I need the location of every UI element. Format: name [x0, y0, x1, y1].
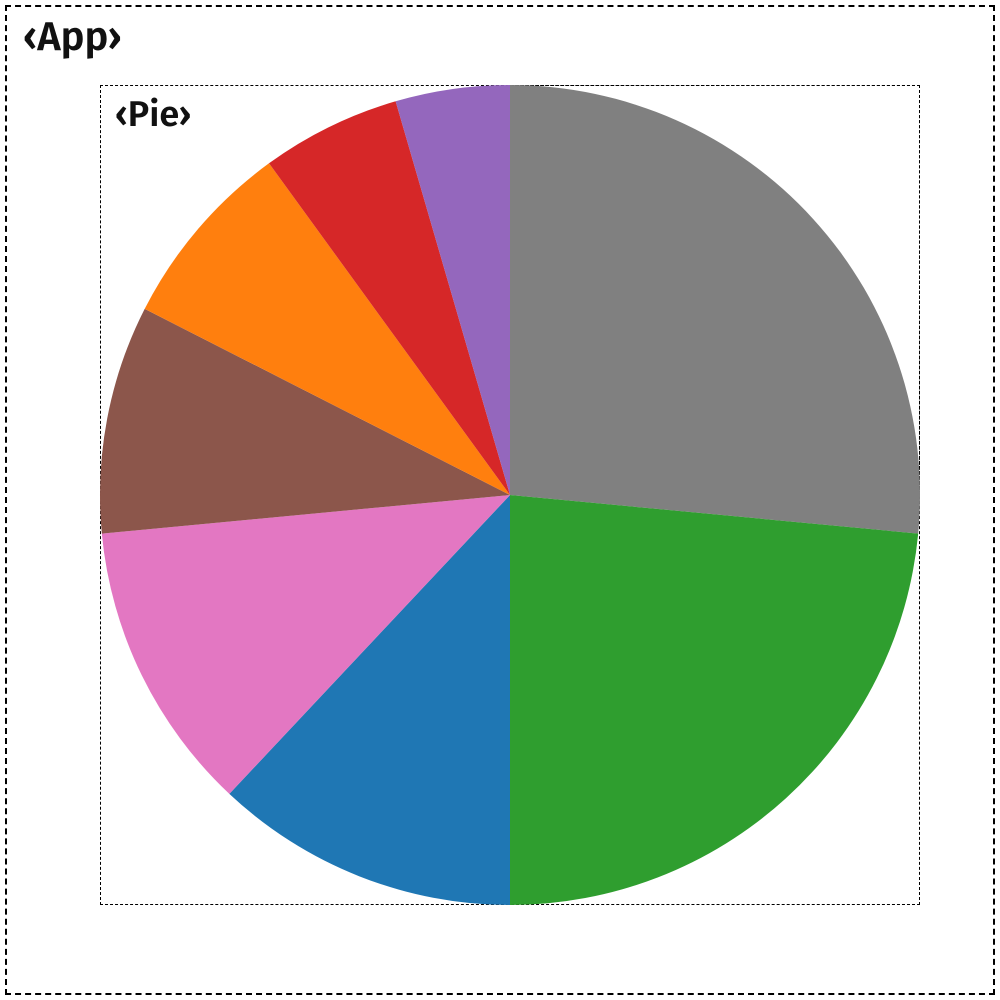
app-label: ‹App›: [23, 13, 122, 61]
pie-slice-gray: [510, 85, 920, 534]
pie-slice-green: [510, 495, 918, 905]
pie-chart: [100, 85, 920, 905]
